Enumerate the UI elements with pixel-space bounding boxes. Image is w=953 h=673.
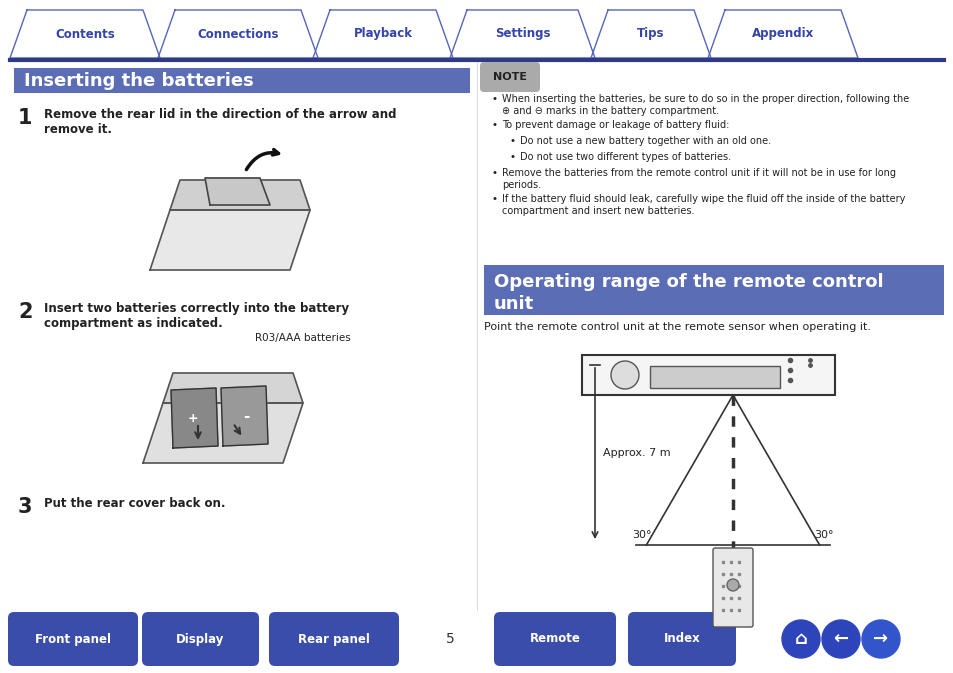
Text: ⌂: ⌂	[794, 630, 806, 648]
Polygon shape	[221, 386, 268, 446]
Text: Remote: Remote	[529, 633, 579, 645]
Polygon shape	[450, 10, 595, 58]
FancyBboxPatch shape	[627, 612, 735, 666]
Text: Inserting the batteries: Inserting the batteries	[24, 71, 253, 90]
Polygon shape	[590, 10, 710, 58]
Text: Front panel: Front panel	[35, 633, 111, 645]
FancyBboxPatch shape	[14, 68, 470, 93]
Text: •: •	[492, 120, 497, 130]
Text: unit: unit	[494, 295, 534, 313]
Text: ←: ←	[833, 630, 847, 648]
Text: 3: 3	[18, 497, 32, 517]
Text: 2: 2	[18, 302, 32, 322]
Circle shape	[726, 579, 739, 591]
Text: 1: 1	[18, 108, 32, 128]
Text: Index: Index	[663, 633, 700, 645]
Text: Display: Display	[176, 633, 225, 645]
Text: When inserting the batteries, be sure to do so in the proper direction, followin: When inserting the batteries, be sure to…	[501, 94, 908, 116]
Polygon shape	[707, 10, 857, 58]
Text: Put the rear cover back on.: Put the rear cover back on.	[44, 497, 225, 510]
Text: Do not use a new battery together with an old one.: Do not use a new battery together with a…	[519, 136, 770, 146]
Text: Playback: Playback	[354, 28, 412, 40]
Text: •: •	[510, 152, 516, 162]
FancyBboxPatch shape	[712, 548, 752, 627]
Text: +: +	[188, 411, 198, 425]
Text: Contents: Contents	[55, 28, 114, 40]
Text: If the battery fluid should leak, carefully wipe the fluid off the inside of the: If the battery fluid should leak, carefu…	[501, 194, 904, 215]
Text: →: →	[873, 630, 887, 648]
Text: •: •	[492, 168, 497, 178]
Text: •: •	[492, 194, 497, 204]
Text: Appendix: Appendix	[751, 28, 813, 40]
Text: To prevent damage or leakage of battery fluid:: To prevent damage or leakage of battery …	[501, 120, 729, 130]
Polygon shape	[150, 210, 310, 270]
Text: 30°: 30°	[631, 530, 651, 540]
Circle shape	[862, 620, 899, 658]
Text: Approx. 7 m: Approx. 7 m	[602, 448, 670, 458]
Circle shape	[821, 620, 859, 658]
Text: Rear panel: Rear panel	[297, 633, 370, 645]
FancyBboxPatch shape	[483, 265, 943, 315]
Circle shape	[610, 361, 639, 389]
Polygon shape	[10, 10, 160, 58]
FancyBboxPatch shape	[494, 612, 616, 666]
Text: Do not use two different types of batteries.: Do not use two different types of batter…	[519, 152, 730, 162]
Text: 5: 5	[445, 632, 454, 646]
Text: Operating range of the remote control: Operating range of the remote control	[494, 273, 882, 291]
FancyBboxPatch shape	[649, 366, 780, 388]
Polygon shape	[171, 388, 218, 448]
FancyBboxPatch shape	[479, 62, 539, 92]
Polygon shape	[163, 373, 303, 403]
Circle shape	[781, 620, 820, 658]
Text: Connections: Connections	[197, 28, 278, 40]
Text: -: -	[243, 409, 249, 423]
Text: 30°: 30°	[814, 530, 833, 540]
Text: Point the remote control unit at the remote sensor when operating it.: Point the remote control unit at the rem…	[483, 322, 870, 332]
Polygon shape	[205, 178, 270, 205]
Text: •: •	[510, 136, 516, 146]
Text: NOTE: NOTE	[493, 72, 526, 82]
Polygon shape	[313, 10, 453, 58]
FancyBboxPatch shape	[581, 355, 834, 395]
Text: Remove the batteries from the remote control unit if it will not be in use for l: Remove the batteries from the remote con…	[501, 168, 895, 190]
Text: Remove the rear lid in the direction of the arrow and
remove it.: Remove the rear lid in the direction of …	[44, 108, 396, 136]
FancyBboxPatch shape	[142, 612, 258, 666]
FancyBboxPatch shape	[8, 612, 138, 666]
FancyBboxPatch shape	[269, 612, 398, 666]
Text: •: •	[492, 94, 497, 104]
Text: Tips: Tips	[637, 28, 664, 40]
Text: R03/AAA batteries: R03/AAA batteries	[254, 333, 351, 343]
Polygon shape	[143, 403, 303, 463]
Polygon shape	[170, 180, 310, 210]
Polygon shape	[158, 10, 317, 58]
Text: Insert two batteries correctly into the battery
compartment as indicated.: Insert two batteries correctly into the …	[44, 302, 349, 330]
Text: Settings: Settings	[495, 28, 550, 40]
